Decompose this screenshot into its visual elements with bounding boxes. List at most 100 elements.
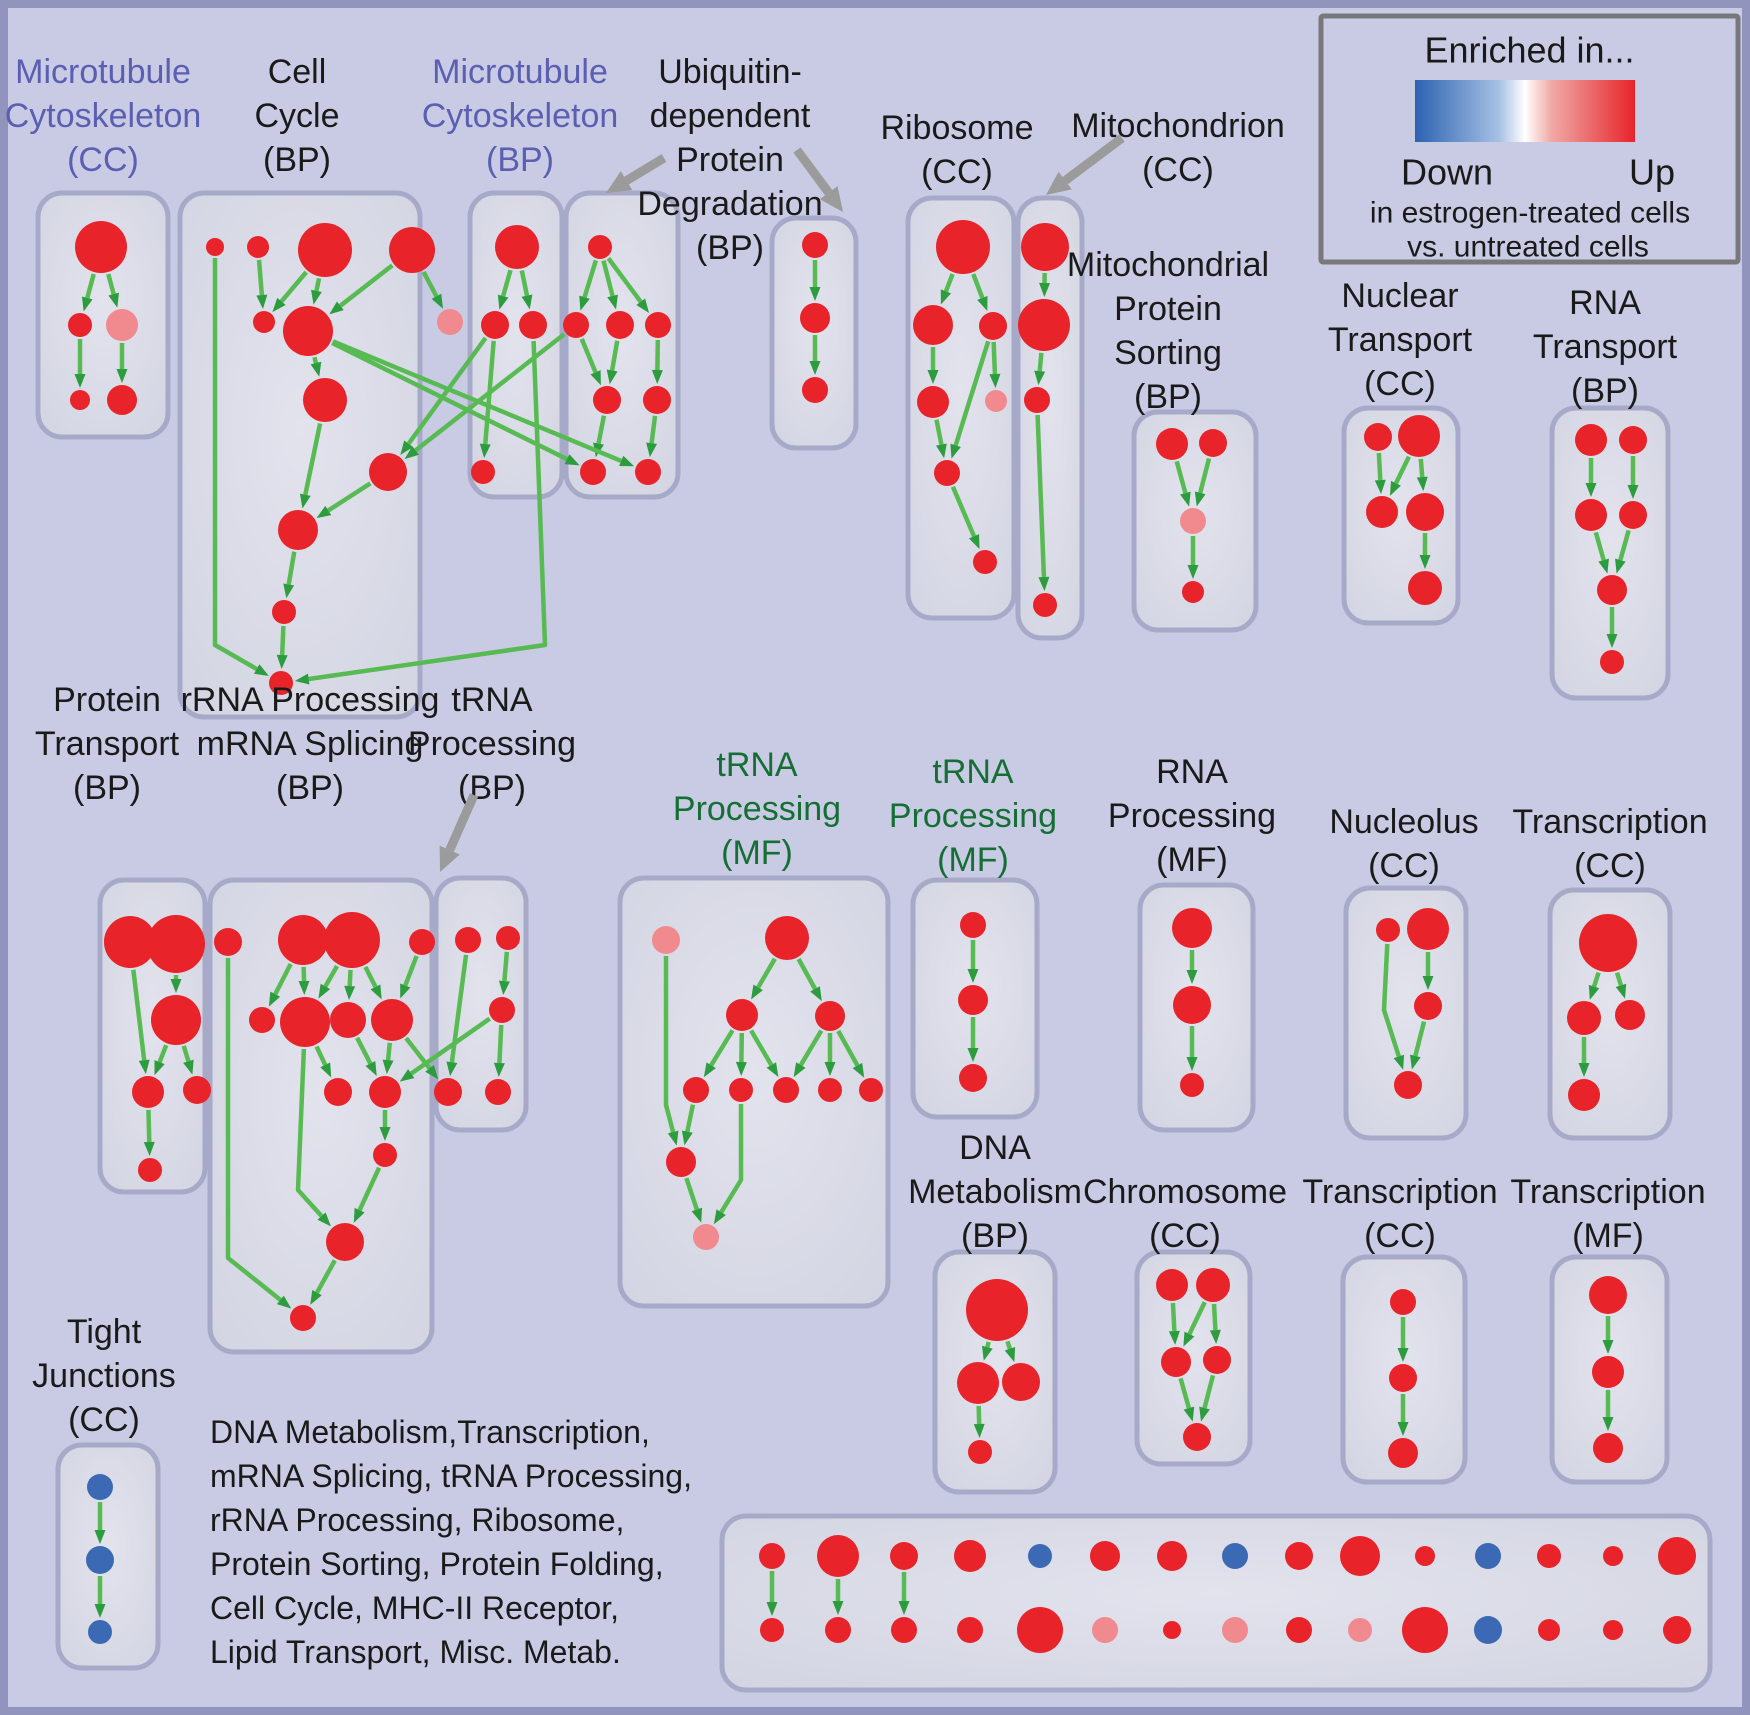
protein-transport-bp-edge-line xyxy=(157,1044,169,1063)
mitochondrial-protein-sorting-bp-node-s3 xyxy=(1180,508,1206,534)
cell-cycle-bp-edge-line xyxy=(256,259,265,296)
dna-metabolism-bp-label-line: DNA xyxy=(959,1129,1031,1167)
nuclear-transport-cc-label-line: Nuclear xyxy=(1341,277,1458,315)
transcription-mf-node-w1 xyxy=(1589,1276,1627,1314)
trna-processing-mf-large-edge-arrowhead xyxy=(810,986,822,1002)
trna-processing-mf-large-edge-line xyxy=(798,1029,824,1067)
nuclear-transport-cc-label-line: Transport xyxy=(1328,321,1473,359)
rrna-processing-mrna-splicing-bp-node-q1 xyxy=(214,928,242,956)
ribosome-cc-edge-line xyxy=(934,419,944,445)
ubiquitin-degradation-bp-left-node-ub8 xyxy=(635,459,661,485)
ubiquitin-degradation-bp-left-edge-line xyxy=(579,338,598,374)
transcription-cc-lower-node-v3 xyxy=(1388,1438,1418,1468)
ribosome-cc-edge-arrowhead xyxy=(940,289,952,305)
chromosome-cc-edge-line xyxy=(1187,1301,1207,1336)
microtubule-cytoskeleton-bp-node-m4 xyxy=(471,460,495,484)
chromosome-cc-edge-arrowhead xyxy=(1209,1329,1221,1345)
rrna-processing-mrna-splicing-bp-edge-arrowhead xyxy=(382,1059,394,1075)
cell-cycle-bp-edge-line xyxy=(338,263,394,308)
annotation-arrows xyxy=(439,134,1125,872)
rrna-processing-mrna-splicing-bp-node-q5 xyxy=(249,1007,275,1033)
mixed-functions-node-b11t xyxy=(1415,1546,1435,1566)
rrna-processing-mrna-splicing-bp-edge-arrowhead xyxy=(310,1289,322,1305)
mixed-functions-node-b10t xyxy=(1340,1536,1380,1576)
cross-edge-arrowhead xyxy=(400,440,414,456)
trna-processing-bp-label-line: Processing xyxy=(408,725,576,763)
trna-processing-mf-small-node-mf2 xyxy=(958,985,988,1015)
dna-metabolism-bp-edge-arrowhead xyxy=(973,1423,985,1439)
cell-cycle-bp-edge-line xyxy=(327,481,372,513)
rrna-processing-mrna-splicing-bp-edge-arrowhead xyxy=(400,983,411,999)
cell-cycle-bp-edge-arrowhead xyxy=(256,294,268,310)
mitochondrion-cc-edge-arrowhead xyxy=(1034,370,1046,386)
transcription-cc-upper-node-k4 xyxy=(1568,1079,1600,1111)
cell-cycle-bp-node-cc3 xyxy=(298,223,352,277)
legend-gradient-bar xyxy=(1415,80,1635,142)
chromosome-cc-edge-line xyxy=(1202,1374,1216,1409)
microtubule-cytoskeleton-bp-label-line: Cytoskeleton xyxy=(422,97,619,135)
transcription-mf-label-line: Transcription xyxy=(1510,1173,1705,1211)
nuclear-transport-cc-edge-arrowhead xyxy=(1374,479,1386,495)
chromosome-cc-node-c3 xyxy=(1161,1347,1191,1377)
ribosome-cc-label-line: Ribosome xyxy=(880,109,1033,147)
rrna-processing-mrna-splicing-bp-edge-arrowhead xyxy=(320,1062,332,1078)
cell-cycle-bp-box xyxy=(177,190,423,720)
summary-line: Lipid Transport, Misc. Metab. xyxy=(210,1634,621,1670)
mitochondrial-protein-sorting-bp-edge-line xyxy=(1198,457,1212,494)
protein-transport-bp-edge-arrowhead xyxy=(138,1059,150,1075)
trna-processing-mf-large-node-f1 xyxy=(652,926,680,954)
ribosome-cc-edge-arrowhead xyxy=(950,443,961,459)
rrna-processing-mrna-splicing-bp-edge-line xyxy=(295,1048,324,1218)
microtubule-cytoskeleton-cc-edge-arrowhead xyxy=(116,369,128,383)
cross-edge-line xyxy=(331,340,569,462)
rrna-processing-mrna-splicing-bp-edge-line xyxy=(323,964,340,988)
microtubule-cytoskeleton-cc-box xyxy=(35,190,171,440)
transcription-mf-node-w3 xyxy=(1593,1433,1623,1463)
nucleolus-cc-edge-arrowhead xyxy=(1410,1054,1421,1070)
microtubule-cytoskeleton-bp-edge-arrowhead xyxy=(497,294,509,310)
cell-cycle-bp-node-cc11 xyxy=(269,671,293,695)
nuclear-transport-cc-node-n2 xyxy=(1398,415,1440,457)
mixed-functions-node-b10b xyxy=(1348,1618,1372,1642)
mitochondrion-cc-edge-arrowhead xyxy=(1039,282,1051,298)
cell-cycle-bp-edge-line xyxy=(303,423,323,496)
rna-transport-bp-node-t2 xyxy=(1619,426,1647,454)
summary-line: Protein Sorting, Protein Folding, xyxy=(210,1546,664,1582)
trna-processing-mf-large-edge-arrowhead xyxy=(766,1062,779,1078)
summary-text: DNA Metabolism,Transcription, mRNA Splici… xyxy=(210,1414,692,1670)
microtubule-cytoskeleton-cc-edge-line xyxy=(85,273,96,299)
trna-processing-mf-large-node-f6 xyxy=(729,1078,753,1102)
ubiquitin-degradation-bp-left-label-line: dependent xyxy=(650,97,811,135)
rrna-processing-mrna-splicing-bp-edge-line xyxy=(347,969,353,987)
chromosome-cc-edge-line xyxy=(1178,1377,1192,1409)
dna-metabolism-bp-node-d3 xyxy=(1002,1363,1040,1401)
cell-cycle-bp-edge-arrowhead xyxy=(272,297,286,313)
rrna-processing-mrna-splicing-bp-edge-line xyxy=(357,1166,382,1212)
rrna-processing-mrna-splicing-bp-edge-arrowhead xyxy=(365,1061,377,1076)
rna-processing-mf-label-line: (MF) xyxy=(1156,841,1228,879)
transcription-cc-lower-label-line: (CC) xyxy=(1364,1217,1436,1255)
ubiquitin-degradation-bp-left-node-ub4 xyxy=(645,312,671,338)
rna-transport-bp-box xyxy=(1549,405,1671,701)
cross-edge-line xyxy=(414,332,566,453)
mitochondrion-cc-edge-arrowhead xyxy=(1038,576,1050,592)
rrna-processing-mrna-splicing-bp-edge-line xyxy=(314,1045,328,1066)
microtubule-cytoskeleton-bp-edge-line xyxy=(500,269,513,297)
ribosome-cc-edge-arrowhead xyxy=(935,443,947,459)
chromosome-cc-edge-arrowhead xyxy=(1168,1330,1180,1346)
rna-transport-bp-node-t6 xyxy=(1600,650,1624,674)
microtubule-cytoskeleton-bp-label-line: (BP) xyxy=(486,141,554,179)
trna-processing-bp-edge-line xyxy=(497,1024,504,1064)
chromosome-cc-edge-arrowhead xyxy=(1183,1406,1195,1422)
microtubule-cytoskeleton-cc-node-a3 xyxy=(106,309,138,341)
transcription-mf-edge-arrowhead xyxy=(1602,1340,1614,1354)
cell-cycle-bp-edge-arrowhead xyxy=(431,293,443,309)
rna-processing-mf-node-h3 xyxy=(1180,1073,1204,1097)
mixed-functions-node-b12b xyxy=(1474,1616,1502,1644)
protein-transport-bp-edge-arrowhead xyxy=(154,1060,165,1076)
rna-transport-bp-node-t3 xyxy=(1575,499,1607,531)
rrna-processing-mrna-splicing-bp-edge-line xyxy=(355,1036,373,1065)
chromosome-cc-edge-line xyxy=(1211,1303,1218,1331)
protein-transport-bp-edge-line xyxy=(131,969,147,1061)
